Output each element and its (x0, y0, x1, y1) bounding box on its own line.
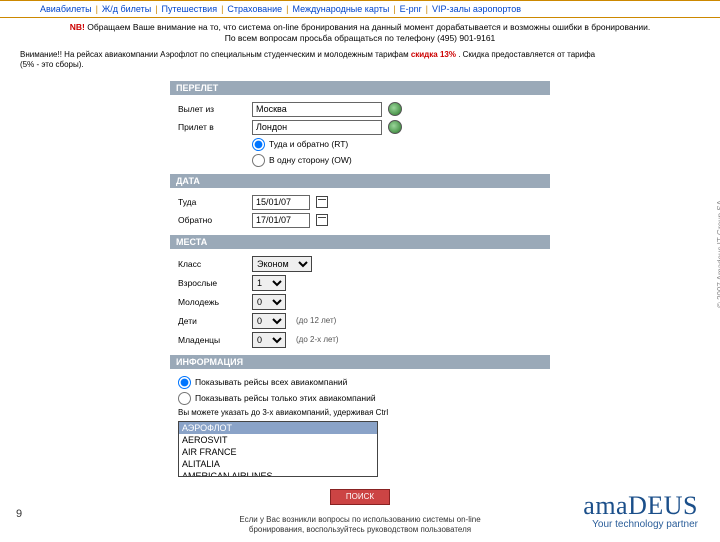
nav-item[interactable]: Страхование (227, 4, 282, 14)
youth-select[interactable]: 0 (252, 294, 286, 310)
nav-item[interactable]: VIP-залы аэропортов (432, 4, 521, 14)
section-flight: ПЕРЕЛЕТ (170, 81, 550, 95)
label-class: Класс (178, 259, 246, 269)
class-select[interactable]: Эконом (252, 256, 312, 272)
airline-option[interactable]: АЭРОФЛОТ (179, 422, 377, 434)
section-info: ИНФОРМАЦИЯ (170, 355, 550, 369)
infants-select[interactable]: 0 (252, 332, 286, 348)
label-to: Прилет в (178, 122, 246, 132)
notice-text2: По всем вопросам просьба обращаться по т… (225, 33, 496, 43)
radio-all-airlines[interactable]: Показывать рейсы всех авиакомпаний (178, 376, 347, 389)
notice-prefix: NB! (70, 22, 85, 32)
label-infants: Младенцы (178, 335, 246, 345)
globe-icon[interactable] (388, 120, 402, 134)
nav-item[interactable]: Путешествия (162, 4, 218, 14)
nav-sep: | (155, 4, 157, 14)
return-input[interactable] (252, 213, 310, 228)
infants-hint: (до 2-х лет) (296, 335, 339, 344)
from-input[interactable] (252, 102, 382, 117)
radio-ow-input[interactable] (252, 154, 265, 167)
promo-line2: (5% - это сборы). (20, 60, 84, 69)
calendar-icon[interactable] (316, 214, 328, 226)
globe-icon[interactable] (388, 102, 402, 116)
nav-sep: | (221, 4, 223, 14)
nav-item[interactable]: E-pnr (400, 4, 422, 14)
promo-block: Внимание!! На рейсах авиакомпании Аэрофл… (0, 48, 720, 77)
help-text: Если у Вас возникли вопросы по использов… (170, 513, 550, 542)
to-input[interactable] (252, 120, 382, 135)
label-adults: Взрослые (178, 278, 246, 288)
radio-ow[interactable]: В одну сторону (OW) (252, 154, 352, 167)
label-from: Вылет из (178, 104, 246, 114)
promo-discount: скидка 13% (411, 50, 456, 59)
nav-item[interactable]: Ж/д билеты (102, 4, 151, 14)
nav-item[interactable]: Авиабилеты (40, 4, 92, 14)
label-children: Дети (178, 316, 246, 326)
top-nav: Авиабилеты| Ж/д билеты| Путешествия| Стр… (0, 0, 720, 18)
children-select[interactable]: 0 (252, 313, 286, 329)
radio-rt[interactable]: Туда и обратно (RT) (252, 138, 348, 151)
notice-text: Обращаем Ваше внимание на то, что систем… (87, 22, 650, 32)
page-number: 9 (16, 508, 22, 520)
nav-sep: | (96, 4, 98, 14)
nav-item[interactable]: Международные карты (293, 4, 390, 14)
airline-listbox[interactable]: АЭРОФЛОТ AEROSVIT AIR FRANCE ALITALIA AM… (178, 421, 378, 477)
radio-all-input[interactable] (178, 376, 191, 389)
depart-input[interactable] (252, 195, 310, 210)
section-date: ДАТА (170, 174, 550, 188)
brand-footer: amaDEUS Your technology partner (583, 491, 698, 530)
promo-line1a: Внимание!! На рейсах авиакомпании Аэрофл… (20, 50, 411, 59)
nav-sep: | (286, 4, 288, 14)
nav-sep: | (393, 4, 395, 14)
promo-line1b: . Скидка предоставляется от тарифа (458, 50, 595, 59)
children-hint: (до 12 лет) (296, 316, 336, 325)
notice-block: NB! Обращаем Ваше внимание на то, что си… (0, 18, 720, 48)
airline-option[interactable]: ALITALIA (179, 458, 377, 470)
radio-only-airlines[interactable]: Показывать рейсы только этих авиакомпани… (178, 392, 376, 405)
radio-only-input[interactable] (178, 392, 191, 405)
airline-option[interactable]: AIR FRANCE (179, 446, 377, 458)
section-seats: МЕСТА (170, 235, 550, 249)
label-youth: Молодежь (178, 297, 246, 307)
nav-sep: | (426, 4, 428, 14)
airline-option[interactable]: AEROSVIT (179, 434, 377, 446)
copyright-vertical: © 2007 Amadeus IT Group SA (716, 200, 720, 308)
radio-rt-input[interactable] (252, 138, 265, 151)
brand-tagline: Your technology partner (583, 519, 698, 530)
airline-list-hint: Вы можете указать до 3-х авиакомпаний, у… (178, 408, 388, 417)
calendar-icon[interactable] (316, 196, 328, 208)
adults-select[interactable]: 1 (252, 275, 286, 291)
amadeus-logo: amaDEUS (583, 491, 698, 521)
label-depart: Туда (178, 197, 246, 207)
airline-option[interactable]: AMERICAN AIRLINES (179, 470, 377, 477)
label-return: Обратно (178, 215, 246, 225)
booking-form: ПЕРЕЛЕТ Вылет из Прилет в Туда и обратно… (170, 81, 550, 542)
search-button[interactable]: ПОИСК (330, 489, 390, 505)
